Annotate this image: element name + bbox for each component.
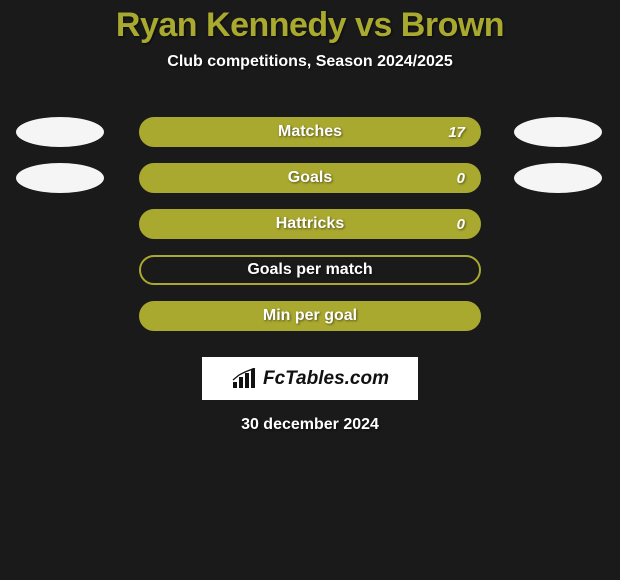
stat-bar: Matches 17 xyxy=(139,117,481,147)
stat-bar: Min per goal xyxy=(139,301,481,331)
stat-row: Hattricks 0 xyxy=(0,201,620,247)
season-subtitle: Club competitions, Season 2024/2025 xyxy=(0,53,620,71)
brand-logo[interactable]: FcTables.com xyxy=(202,357,418,400)
comparison-card: Ryan Kennedy vs Brown Club competitions,… xyxy=(0,0,620,434)
stat-row: Goals per match xyxy=(0,247,620,293)
bar-chart-icon xyxy=(231,368,257,390)
stat-label: Min per goal xyxy=(263,307,357,325)
stat-label: Matches xyxy=(278,123,342,141)
stat-bar: Goals 0 xyxy=(139,163,481,193)
brand-name: FcTables.com xyxy=(263,368,389,390)
stat-row: Min per goal xyxy=(0,293,620,339)
stats-list: Matches 17 Goals 0 Hattricks 0 Goals per match… xyxy=(0,109,620,339)
player-right-bubble xyxy=(514,163,602,193)
stat-label: Goals xyxy=(288,169,332,187)
stat-value: 0 xyxy=(457,170,465,187)
stat-row: Matches 17 xyxy=(0,109,620,155)
stat-value: 17 xyxy=(448,124,465,141)
page-title: Ryan Kennedy vs Brown xyxy=(0,6,620,45)
stat-label: Goals per match xyxy=(247,261,372,279)
player-right-bubble xyxy=(514,117,602,147)
stat-value: 0 xyxy=(457,216,465,233)
stat-bar: Goals per match xyxy=(139,255,481,285)
player-left-bubble xyxy=(16,117,104,147)
player-left-bubble xyxy=(16,163,104,193)
stat-row: Goals 0 xyxy=(0,155,620,201)
stat-label: Hattricks xyxy=(276,215,344,233)
stat-bar: Hattricks 0 xyxy=(139,209,481,239)
snapshot-date: 30 december 2024 xyxy=(0,416,620,434)
